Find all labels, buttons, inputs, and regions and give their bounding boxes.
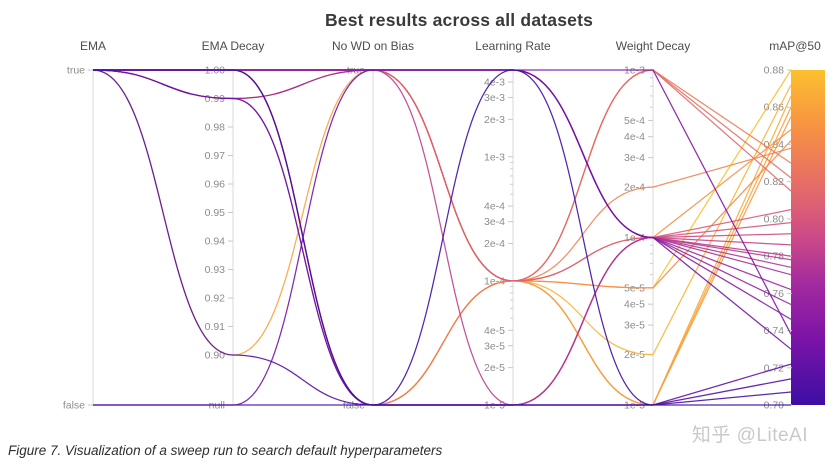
- run-line[interactable]: [93, 69, 792, 406]
- tick-label: 0.98: [205, 122, 226, 134]
- figure-caption: Figure 7. Visualization of a sweep run t…: [8, 443, 443, 458]
- run-line[interactable]: [92, 69, 792, 406]
- run-line[interactable]: [93, 69, 792, 356]
- chart-area: true false 1.00 0.99 0.98 0.97 0.96 0.95 0.94 0.9…: [63, 39, 825, 412]
- colorbar-tick-label: 0.76: [764, 288, 785, 300]
- tick-label: 5e-5: [624, 282, 645, 294]
- tick-label: 4e-5: [484, 325, 505, 337]
- run-line[interactable]: [93, 69, 792, 406]
- run-line[interactable]: [92, 69, 792, 406]
- tick-label: 0.96: [205, 179, 226, 191]
- colorbar-tick-label: 0.74: [764, 325, 785, 337]
- tick-label: 3e-3: [484, 92, 505, 104]
- run-line[interactable]: [93, 69, 792, 406]
- tick-label: 2e-4: [624, 182, 645, 194]
- tick-label: 3e-4: [624, 152, 645, 164]
- watermark-text: 知乎 @LiteAI: [691, 425, 808, 446]
- run-line[interactable]: [92, 69, 792, 406]
- tick-label: 1e-4: [484, 275, 505, 287]
- tick-label: 2e-4: [484, 238, 505, 250]
- tick-label: 0.90: [205, 350, 226, 362]
- tick-label: 3e-4: [484, 216, 505, 228]
- run-line[interactable]: [93, 69, 792, 282]
- parallel-coordinates-svg: truefalse1.000.990.980.970.960.950.940.9…: [63, 39, 825, 412]
- axis-header-map-50[interactable]: mAP@50: [769, 39, 821, 53]
- run-line[interactable]: [93, 69, 792, 282]
- run-line[interactable]: [93, 69, 792, 320]
- run-line[interactable]: [93, 69, 792, 406]
- colorbar-tick-label: 0.80: [764, 213, 785, 225]
- tick-label: 0.93: [205, 264, 226, 276]
- tick-label: true: [67, 65, 85, 77]
- run-line[interactable]: [93, 69, 792, 406]
- colorbar-tick-label: 0.82: [764, 176, 785, 188]
- colorbar-tick-label: 0.88: [764, 65, 785, 77]
- tick-label: 0.97: [205, 150, 226, 162]
- colorbar-tick-label: 0.72: [764, 362, 785, 374]
- tick-label: 2e-5: [484, 362, 505, 374]
- axis-header-ema-decay[interactable]: EMA Decay: [202, 39, 265, 53]
- axis-header-ema[interactable]: EMA: [80, 39, 106, 53]
- run-line[interactable]: [93, 69, 791, 406]
- run-line[interactable]: [93, 69, 792, 406]
- run-line[interactable]: [93, 69, 792, 282]
- run-line[interactable]: [93, 69, 792, 406]
- tick-label: 2e-3: [484, 114, 505, 126]
- run-line[interactable]: [93, 69, 792, 306]
- tick-label: 0.95: [205, 207, 226, 219]
- tick-label: 4e-4: [624, 131, 645, 143]
- tick-label: false: [63, 400, 85, 412]
- tick-label: 1e-3: [484, 151, 505, 163]
- tick-label: 3e-5: [484, 340, 505, 352]
- tick-label: 0.91: [205, 321, 226, 333]
- tick-label: 0.99: [205, 93, 226, 105]
- axis-header-learning-rate[interactable]: Learning Rate: [475, 39, 551, 53]
- tick-label: 4e-4: [484, 201, 505, 213]
- tick-label: 3e-5: [624, 320, 645, 332]
- chart-title: Best results across all datasets: [324, 10, 594, 30]
- run-line[interactable]: [92, 69, 792, 406]
- run-line[interactable]: [93, 69, 792, 406]
- tick-label: 0.92: [205, 293, 226, 305]
- run-line[interactable]: [93, 69, 792, 282]
- tick-label: 5e-4: [624, 115, 645, 127]
- run-line[interactable]: [92, 69, 792, 282]
- run-line[interactable]: [92, 69, 792, 289]
- axis-header-no-wd-on-bias[interactable]: No WD on Bias: [332, 39, 414, 53]
- axis-header-weight-decay[interactable]: Weight Decay: [616, 39, 690, 53]
- tick-label: 4e-5: [624, 299, 645, 311]
- tick-label: 0.94: [205, 236, 226, 248]
- colorbar-gradient: [791, 70, 825, 405]
- tick-label: 2e-5: [624, 349, 645, 361]
- run-line[interactable]: [93, 69, 792, 335]
- run-line[interactable]: [93, 69, 792, 406]
